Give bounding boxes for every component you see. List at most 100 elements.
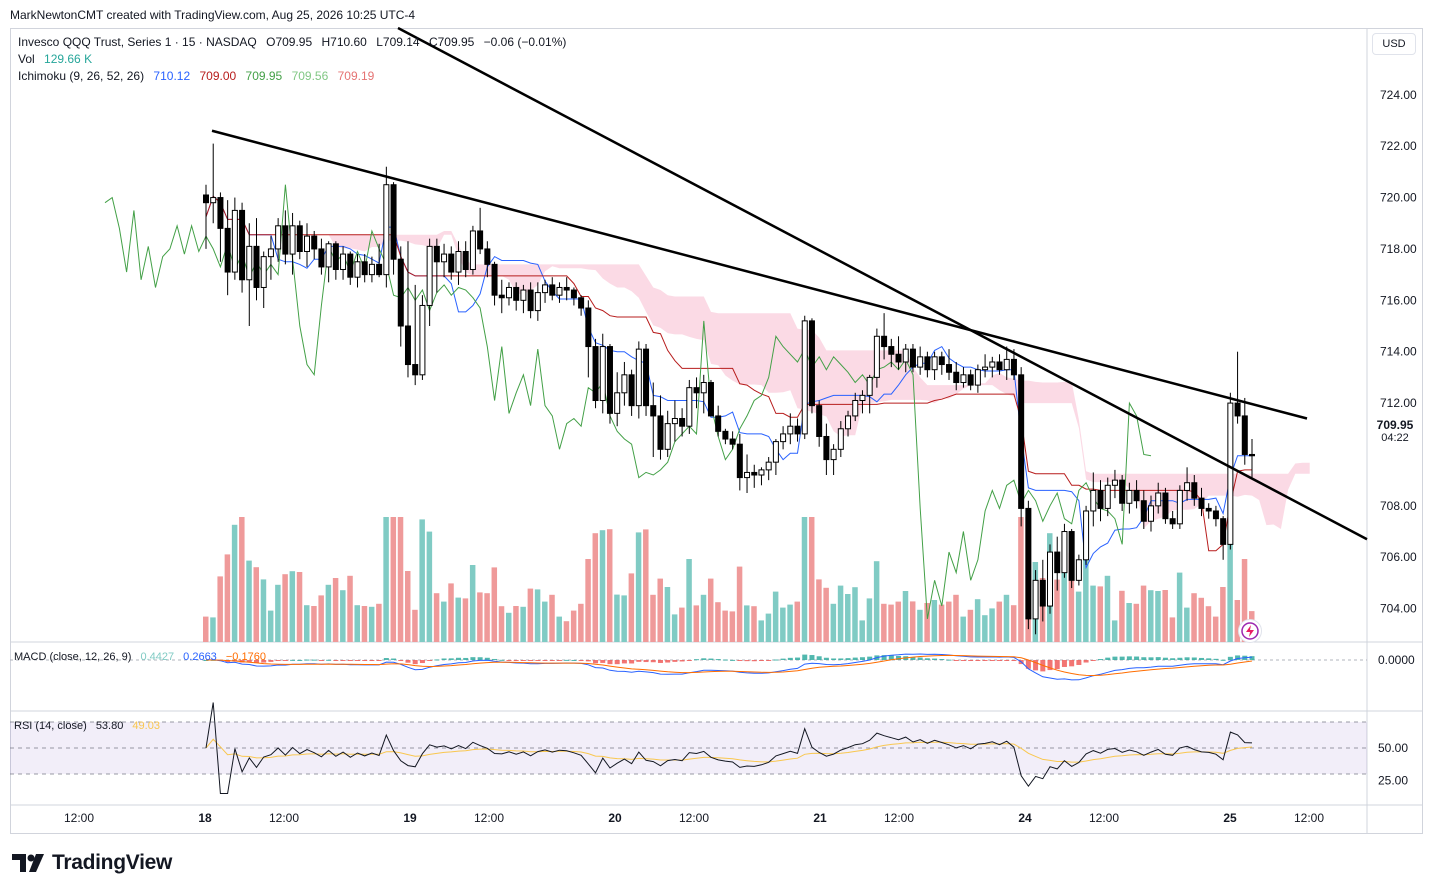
macd-histogram-bar xyxy=(412,660,418,665)
macd-histogram-bar xyxy=(888,655,894,660)
symbol-name[interactable]: Invesco QQQ Trust, Series 1 · 15 · NASDA… xyxy=(18,35,257,49)
volume-bar xyxy=(426,531,433,642)
candle-body xyxy=(1249,453,1255,457)
volume-bar xyxy=(419,519,425,642)
volume-bar xyxy=(505,612,512,642)
candle-body xyxy=(441,253,448,263)
macd-legend[interactable]: MACD (close, 12, 26, 9) 0.4427 0.2663 −0… xyxy=(14,651,272,663)
volume-bar xyxy=(585,559,591,642)
candle-body xyxy=(267,248,274,258)
candle-body xyxy=(744,471,751,479)
macd-histogram-bar xyxy=(795,657,801,660)
chart-frame[interactable] xyxy=(10,28,1423,834)
candle-body xyxy=(368,263,375,276)
candle-body xyxy=(1025,507,1032,620)
candle-body xyxy=(902,348,909,363)
volume-bar xyxy=(902,591,909,642)
macd-histogram-bar xyxy=(989,660,995,661)
macd-histogram-bar xyxy=(852,657,858,660)
rsi-ma-value: 49.03 xyxy=(132,720,160,732)
candle-body xyxy=(837,428,844,450)
price-tick-label: 716.00 xyxy=(1380,293,1417,307)
macd-histogram-bar xyxy=(556,660,562,661)
time-tick-label: 12:00 xyxy=(269,811,299,825)
tradingview-logo[interactable]: TradingView xyxy=(12,851,172,875)
macd-histogram-bar xyxy=(737,660,743,661)
candle-body xyxy=(917,356,924,368)
volume-bar xyxy=(873,561,880,642)
candle-body xyxy=(1083,510,1090,561)
volume-bar xyxy=(1162,590,1168,642)
macd-histogram-bar xyxy=(643,660,649,663)
volume-bar xyxy=(1148,590,1154,642)
candle-body xyxy=(325,243,332,268)
time-tick-label: 24 xyxy=(1018,811,1032,825)
ichimoku-legend[interactable]: Ichimoku (9, 26, 52, 26) 710.12 709.00 7… xyxy=(18,69,380,83)
candle-body xyxy=(830,448,837,461)
volume-bar xyxy=(224,554,231,642)
lightning-icon[interactable] xyxy=(1238,619,1262,643)
tradingview-brand-name: TradingView xyxy=(52,851,173,874)
macd-histogram-bar xyxy=(917,657,923,660)
volume-legend[interactable]: Vol 129.66 K xyxy=(18,52,98,66)
macd-histogram-bar xyxy=(1141,657,1147,660)
candle-body xyxy=(203,194,209,204)
macd-histogram-bar xyxy=(758,660,764,661)
volume-bar xyxy=(736,566,743,642)
volume-bar xyxy=(808,517,815,642)
candle-body xyxy=(671,417,678,425)
currency-button[interactable]: USD xyxy=(1372,33,1416,55)
candle-body xyxy=(816,405,823,437)
volume-bar xyxy=(534,589,541,642)
volume-bar xyxy=(1010,605,1017,642)
candle-body xyxy=(1061,531,1068,574)
candle-body xyxy=(1097,489,1104,509)
volume-bar xyxy=(801,517,808,642)
rsi-legend[interactable]: RSI (14, close) 53.80 49.03 xyxy=(14,720,166,732)
macd-histogram-bar xyxy=(859,657,865,660)
candle-body xyxy=(585,307,592,348)
price-tick-label: 708.00 xyxy=(1380,499,1417,513)
volume-bar xyxy=(635,532,642,642)
candle-body xyxy=(1176,489,1183,525)
macd-histogram-bar xyxy=(376,660,382,661)
macd-histogram-bar xyxy=(268,660,274,662)
candle-body xyxy=(614,392,621,414)
trendline xyxy=(211,129,1308,420)
volume-bar xyxy=(744,605,750,642)
volume-bar xyxy=(1155,591,1161,642)
candle-body xyxy=(1104,484,1111,509)
candle-body xyxy=(542,284,549,294)
macd-histogram-bar xyxy=(621,660,627,664)
candle-body xyxy=(383,184,390,276)
macd-histogram-bar xyxy=(340,660,346,661)
candle-body xyxy=(563,286,570,291)
volume-bar xyxy=(246,560,252,642)
symbol-legend[interactable]: Invesco QQQ Trust, Series 1 · 15 · NASDA… xyxy=(18,35,572,49)
candle-body xyxy=(1148,505,1155,522)
macd-histogram-bar xyxy=(448,658,454,660)
candle-body xyxy=(751,471,758,476)
volume-bar xyxy=(606,529,613,642)
ichimoku-chikou-line xyxy=(104,184,1152,619)
candle-body xyxy=(549,284,556,296)
candle-body xyxy=(1047,551,1054,607)
macd-histogram-bar xyxy=(1126,656,1132,660)
volume-bar xyxy=(693,605,700,642)
candle-body xyxy=(412,364,419,376)
time-tick-label: 18 xyxy=(198,811,212,825)
candle-body xyxy=(1111,479,1118,486)
candle-body xyxy=(1162,492,1169,520)
macd-histogram-bar xyxy=(787,657,793,660)
candle-body xyxy=(477,230,484,250)
macd-histogram-bar xyxy=(441,658,447,660)
macd-histogram-bar xyxy=(297,659,303,661)
candle-body xyxy=(484,248,491,265)
macd-histogram-bar xyxy=(1249,656,1255,660)
candle-body xyxy=(347,253,354,278)
macd-histogram-bar xyxy=(910,657,916,660)
candle-body xyxy=(520,289,527,301)
volume-bar xyxy=(527,588,534,642)
candle-body xyxy=(1032,579,1039,620)
